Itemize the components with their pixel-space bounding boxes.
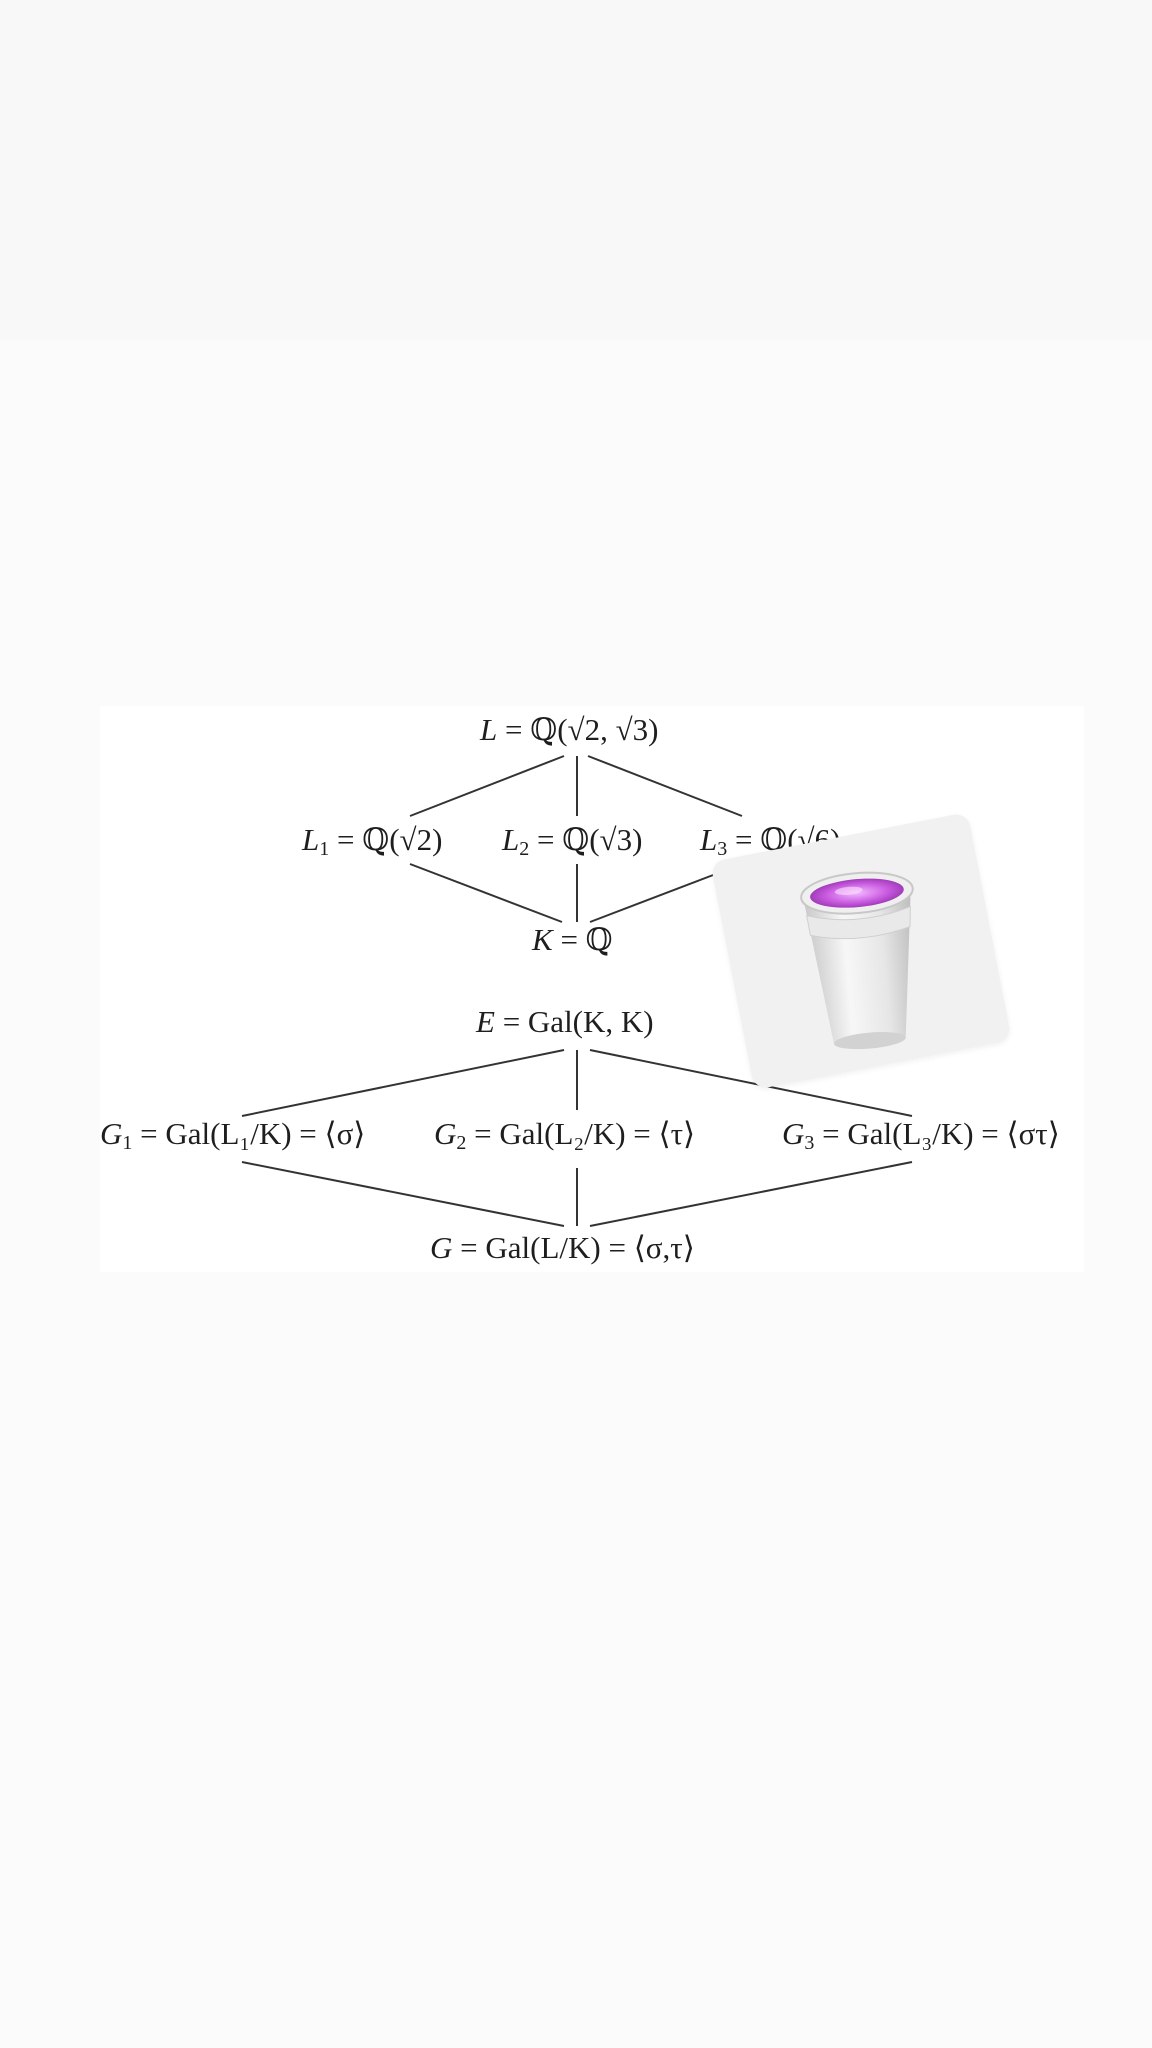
- double-cup-sticker: [710, 812, 1012, 1090]
- node-G1: G1 = Gal(L₁/K) = ⟨σ⟩: [100, 1116, 366, 1154]
- edge-G3-G: [589, 1161, 913, 1227]
- edge-G1-G: [241, 1161, 565, 1227]
- double-cup-icon: [800, 871, 914, 1050]
- node-L: L = ℚ(√2, √3): [480, 712, 659, 747]
- node-G2: G2 = Gal(L₂/K) = ⟨τ⟩: [434, 1116, 696, 1154]
- top-background-band: [0, 0, 1152, 340]
- node-G3: G3 = Gal(L₃/K) = ⟨στ⟩: [782, 1116, 1060, 1154]
- edge-E-G1: [241, 1049, 565, 1117]
- lattice-lines: [241, 755, 913, 1227]
- node-L1: L1 = ℚ(√2): [302, 822, 443, 860]
- node-E: E = Gal(K, K): [476, 1004, 654, 1039]
- node-G: G = Gal(L/K) = ⟨σ,τ⟩: [430, 1230, 695, 1265]
- edge-E-G3: [589, 1049, 913, 1117]
- edge-L1-K: [409, 863, 563, 923]
- edge-L-L1: [409, 755, 565, 817]
- node-L2: L2 = ℚ(√3): [502, 822, 643, 860]
- node-K: K = ℚ: [532, 922, 613, 957]
- edge-L-L3: [587, 755, 743, 817]
